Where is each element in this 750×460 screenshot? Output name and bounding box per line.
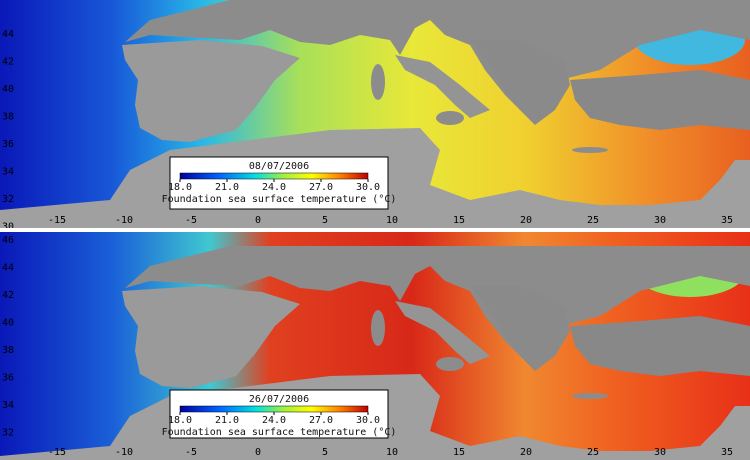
colorbar-tick-label: 21.0: [215, 415, 239, 426]
colorbar-tick-label: 30.0: [356, 182, 380, 193]
longitude-label: 30: [654, 447, 666, 458]
latitude-label: 38: [2, 345, 14, 356]
longitude-label: 25: [587, 447, 599, 458]
colorbar-tick-label: 27.0: [309, 415, 333, 426]
longitude-label: 10: [386, 215, 398, 226]
longitude-label: 15: [453, 447, 465, 458]
colorbar-tick-label: 21.0: [215, 182, 239, 193]
map-panel: 46 44 42 40 38 36 34 32 -15 -10 -5 0 5 10 15 20 25 30 35 26…: [0, 232, 750, 460]
latitude-label: 40: [2, 318, 14, 329]
longitude-label: -10: [115, 215, 133, 226]
longitude-label: 5: [322, 447, 328, 458]
longitude-label: 20: [520, 447, 532, 458]
latitude-label: 40: [2, 84, 14, 95]
longitude-label: 20: [520, 215, 532, 226]
colorbar-caption: Foundation sea surface temperature (°C): [162, 427, 397, 438]
latitude-label: 44: [2, 263, 14, 274]
longitude-label: 15: [453, 215, 465, 226]
legend-date: 08/07/2006: [249, 161, 309, 172]
latitude-label: 32: [2, 194, 14, 205]
latitude-label: 36: [2, 139, 14, 150]
map-panel: 44 42 40 38 36 34 32 30 -15 -10 -5 0 5 10 15 20 25 30 35 08…: [0, 0, 750, 233]
longitude-label: -10: [115, 447, 133, 458]
colorbar-tick-label: 18.0: [168, 415, 192, 426]
longitude-label: 10: [386, 447, 398, 458]
colorbar: [179, 172, 369, 180]
latitude-label: 30: [2, 222, 14, 233]
latitude-label: 46: [2, 235, 14, 246]
colorbar-tick-label: 24.0: [262, 415, 286, 426]
longitude-label: 0: [255, 447, 261, 458]
colorbar: [179, 405, 369, 413]
latitude-label: 34: [2, 400, 14, 411]
legend-box: [169, 156, 389, 210]
longitude-label: 30: [654, 215, 666, 226]
legend-date: 26/07/2006: [249, 394, 309, 405]
colorbar-caption: Foundation sea surface temperature (°C): [162, 194, 397, 205]
longitude-label: -5: [185, 215, 197, 226]
colorbar-tick-label: 27.0: [309, 182, 333, 193]
longitude-label: 35: [721, 447, 733, 458]
colorbar-tick-label: 30.0: [356, 415, 380, 426]
latitude-label: 36: [2, 373, 14, 384]
colorbar-legend: 08/07/2006 18.0 21.0 24.0 27.0 30.0Foundation…: [162, 156, 397, 210]
longitude-label: 5: [322, 215, 328, 226]
latitude-label: 32: [2, 428, 14, 439]
latitude-label: 38: [2, 112, 14, 123]
latitude-label: 42: [2, 57, 14, 68]
separator: [0, 228, 750, 232]
longitude-label: 0: [255, 215, 261, 226]
longitude-label: -15: [48, 215, 66, 226]
latitude-label: 34: [2, 167, 14, 178]
colorbar-legend: 26/07/2006 18.0 21.0 24.0 27.0 30.0Foundation…: [162, 389, 397, 439]
colorbar-tick-label: 18.0: [168, 182, 192, 193]
longitude-label: 35: [721, 215, 733, 226]
longitude-label: -15: [48, 447, 66, 458]
latitude-label: 44: [2, 29, 14, 40]
colorbar-tick-label: 24.0: [262, 182, 286, 193]
longitude-label: 25: [587, 215, 599, 226]
latitude-label: 42: [2, 290, 14, 301]
legend-box: [169, 389, 389, 439]
longitude-label: -5: [185, 447, 197, 458]
